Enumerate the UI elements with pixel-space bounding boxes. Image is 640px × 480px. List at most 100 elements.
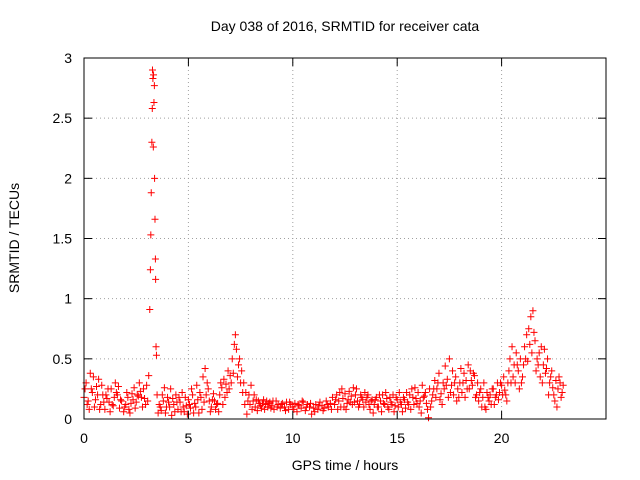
data-point [443,375,451,383]
data-point [146,266,154,274]
data-point [529,307,537,315]
data-point [126,409,134,417]
data-point [535,349,543,357]
data-point [366,405,374,413]
data-point [224,367,232,375]
data-point [515,385,523,393]
data-point [169,395,177,403]
data-point [302,403,310,411]
data-point [222,380,230,388]
x-tick-label: 0 [80,430,88,446]
data-point [194,396,202,404]
data-point [83,401,91,409]
data-point [316,398,324,406]
data-point [490,401,498,409]
data-point [499,391,507,399]
data-point [207,403,215,411]
data-point [467,376,475,384]
data-point [291,399,299,407]
data-point [165,398,173,406]
data-point [522,355,530,363]
data-point [414,389,422,397]
data-point [198,405,206,413]
data-point [152,343,160,351]
data-point [534,361,542,369]
data-point [449,367,457,375]
data-point [538,379,546,387]
data-point [367,397,375,405]
data-point [512,349,520,357]
data-point [133,391,141,399]
data-point [412,395,420,403]
data-point [131,404,139,412]
data-point [474,379,482,387]
data-point [326,399,334,407]
data-point [378,408,386,416]
data-point [182,402,190,410]
data-point [554,385,562,393]
data-point [542,364,550,372]
data-point [160,384,168,392]
data-point [112,389,120,397]
data-point [88,389,96,397]
data-point [298,397,306,405]
data-point [401,396,409,404]
data-point [513,361,521,369]
data-point [334,405,342,413]
data-point [475,397,483,405]
y-tick-label: 0 [64,411,72,427]
data-point [425,414,433,422]
data-point [159,397,167,405]
y-tick-label: 0.5 [53,351,73,367]
data-point [488,385,496,393]
data-point [130,384,138,392]
data-point [461,393,469,401]
data-point [81,385,89,393]
y-tick-label: 2 [64,170,72,186]
data-point [541,369,549,377]
data-point [183,410,191,418]
data-point [161,409,169,417]
data-point [521,343,529,351]
data-point [227,379,235,387]
data-point [503,397,511,405]
data-point [247,381,255,389]
data-point [415,403,423,411]
data-point [259,399,267,407]
data-point [111,379,119,387]
data-point [327,405,335,413]
data-point [549,384,557,392]
data-point [103,395,111,403]
data-point [445,355,453,363]
data-point [394,403,402,411]
data-point [359,396,367,404]
data-point [526,340,534,348]
data-point [413,399,421,407]
data-point [89,373,97,381]
data-point [104,385,112,393]
data-point [514,367,522,375]
data-point [419,393,427,401]
data-point [232,345,240,353]
data-point [530,328,538,336]
data-point [221,393,229,401]
data-point [547,373,555,381]
data-point [553,403,561,411]
data-point [357,391,365,399]
data-point [408,385,416,393]
data-point [278,399,286,407]
data-point [188,385,196,393]
data-point [411,384,419,392]
data-point [236,355,244,363]
data-point [323,401,331,409]
data-point [102,391,110,399]
data-point [201,364,209,372]
data-point [248,405,256,413]
data-point [511,379,519,387]
data-point [398,408,406,416]
x-axis-label: GPS time / hours [292,457,399,473]
data-point [350,398,358,406]
data-point [544,355,552,363]
data-point [331,401,339,409]
